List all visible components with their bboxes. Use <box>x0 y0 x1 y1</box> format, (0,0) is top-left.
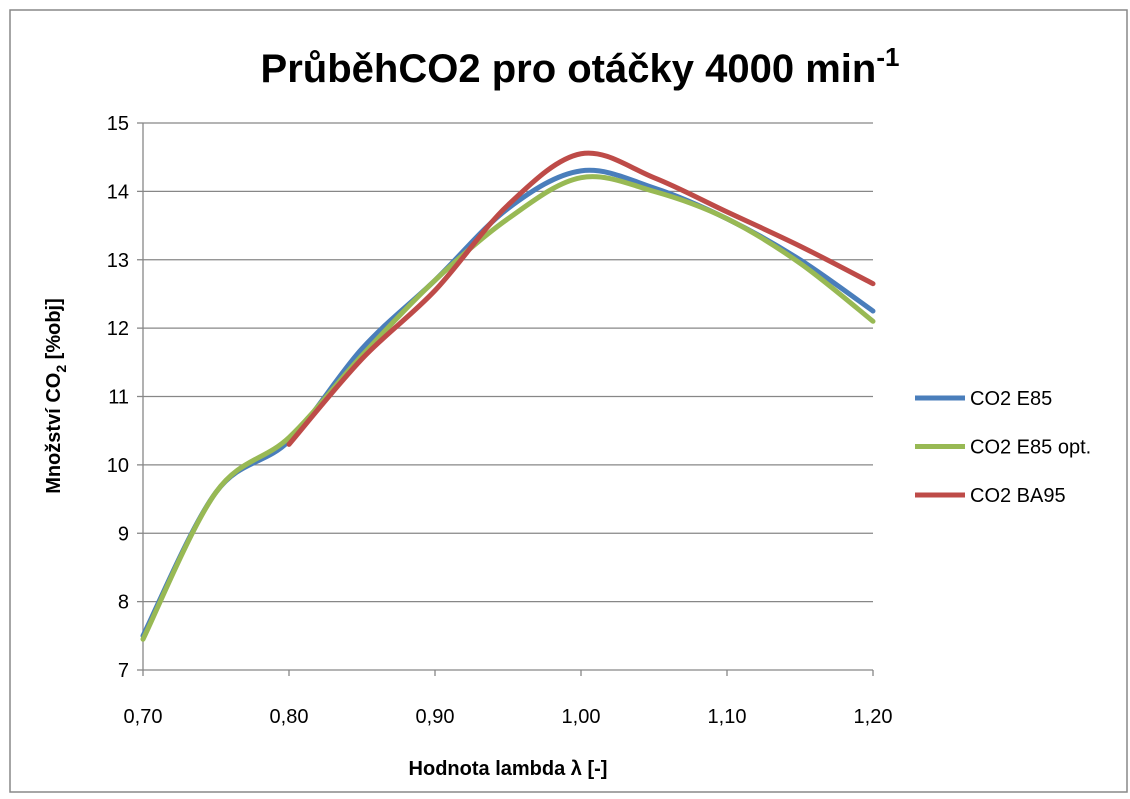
x-tick-label: 0,90 <box>416 706 455 728</box>
legend-label: CO2 E85 <box>970 388 1052 410</box>
legend-label: CO2 E85 opt. <box>970 437 1091 459</box>
y-label-subscript: 2 <box>53 365 69 373</box>
x-tick-label: 1,20 <box>854 706 893 728</box>
y-tick-label: 14 <box>107 181 129 203</box>
legend-label: CO2 BA95 <box>970 485 1066 507</box>
y-tick-label: 12 <box>107 318 129 340</box>
y-label-part: Množství CO <box>43 373 65 494</box>
chart-frame <box>9 9 1128 793</box>
y-tick-label: 8 <box>118 592 129 614</box>
y-label-part: [%obj] <box>43 298 65 365</box>
y-tick-label: 10 <box>107 455 129 477</box>
y-tick-label: 9 <box>118 523 129 545</box>
x-tick-label: 1,10 <box>708 706 747 728</box>
series-line <box>140 174 876 642</box>
title-main: PrůběhCO2 pro otáčky 4000 min <box>261 47 877 91</box>
title-superscript: -1 <box>876 42 899 72</box>
series-line <box>286 150 876 447</box>
x-tick-label: 0,80 <box>270 706 309 728</box>
x-tick-label: 1,00 <box>562 706 601 728</box>
y-axis-label: Množství CO2 [%obj] <box>43 298 69 494</box>
y-tick-label: 7 <box>118 660 129 682</box>
chart-title: PrůběhCO2 pro otáčky 4000 min-1 <box>261 42 900 91</box>
y-tick-label: 13 <box>107 250 129 272</box>
y-tick-label: 11 <box>108 387 129 409</box>
x-axis-label: Hodnota lambda λ [-] <box>409 758 608 780</box>
y-tick-label: 15 <box>107 113 129 135</box>
x-tick-label: 0,70 <box>124 706 163 728</box>
